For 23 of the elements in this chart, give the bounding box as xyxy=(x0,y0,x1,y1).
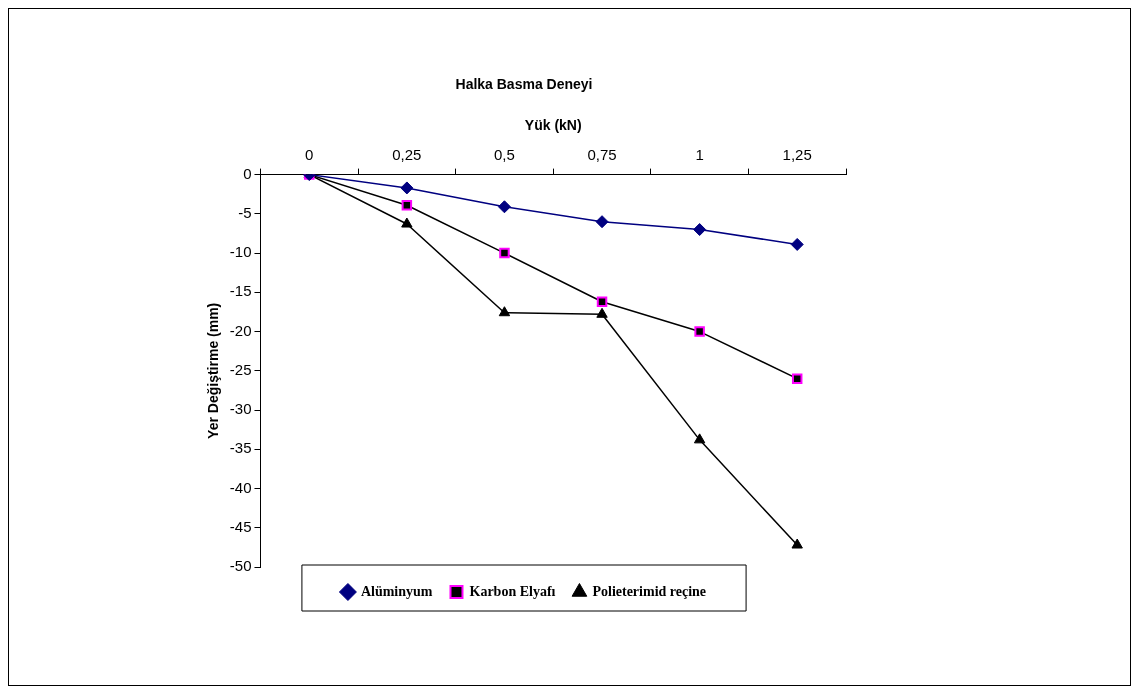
y-axis-title: Yer Değiştirme (mm) xyxy=(205,302,222,439)
y-tick-label: -40 xyxy=(229,478,252,496)
x-tick-label: 1,25 xyxy=(782,145,812,163)
y-tick-label: -45 xyxy=(229,517,252,535)
x-tick-label: 1 xyxy=(695,145,704,163)
y-tick-label: -5 xyxy=(238,203,252,221)
x-tick-label: 0,25 xyxy=(392,145,422,163)
x-tick-label: 0 xyxy=(305,145,314,163)
y-tick-label: -20 xyxy=(229,321,252,339)
legend-label: Alüminyum xyxy=(360,583,433,599)
legend-label: Karbon Elyafı xyxy=(469,583,556,599)
y-tick-label: -30 xyxy=(229,400,252,418)
chart-title: Halka Basma Deneyi xyxy=(455,76,593,93)
y-tick-label: 0 xyxy=(243,164,252,182)
legend-label: Polieterimid reçine xyxy=(592,583,707,599)
y-tick-label: -25 xyxy=(229,360,252,378)
x-axis-title: Yük (kN) xyxy=(524,117,582,134)
x-tick-label: 0,75 xyxy=(587,145,617,163)
y-tick-label: -15 xyxy=(229,282,252,300)
y-tick-label: -50 xyxy=(229,557,252,575)
x-tick-label: 0,5 xyxy=(494,145,515,163)
y-tick-label: -10 xyxy=(229,243,252,261)
y-tick-label: -35 xyxy=(229,439,252,457)
